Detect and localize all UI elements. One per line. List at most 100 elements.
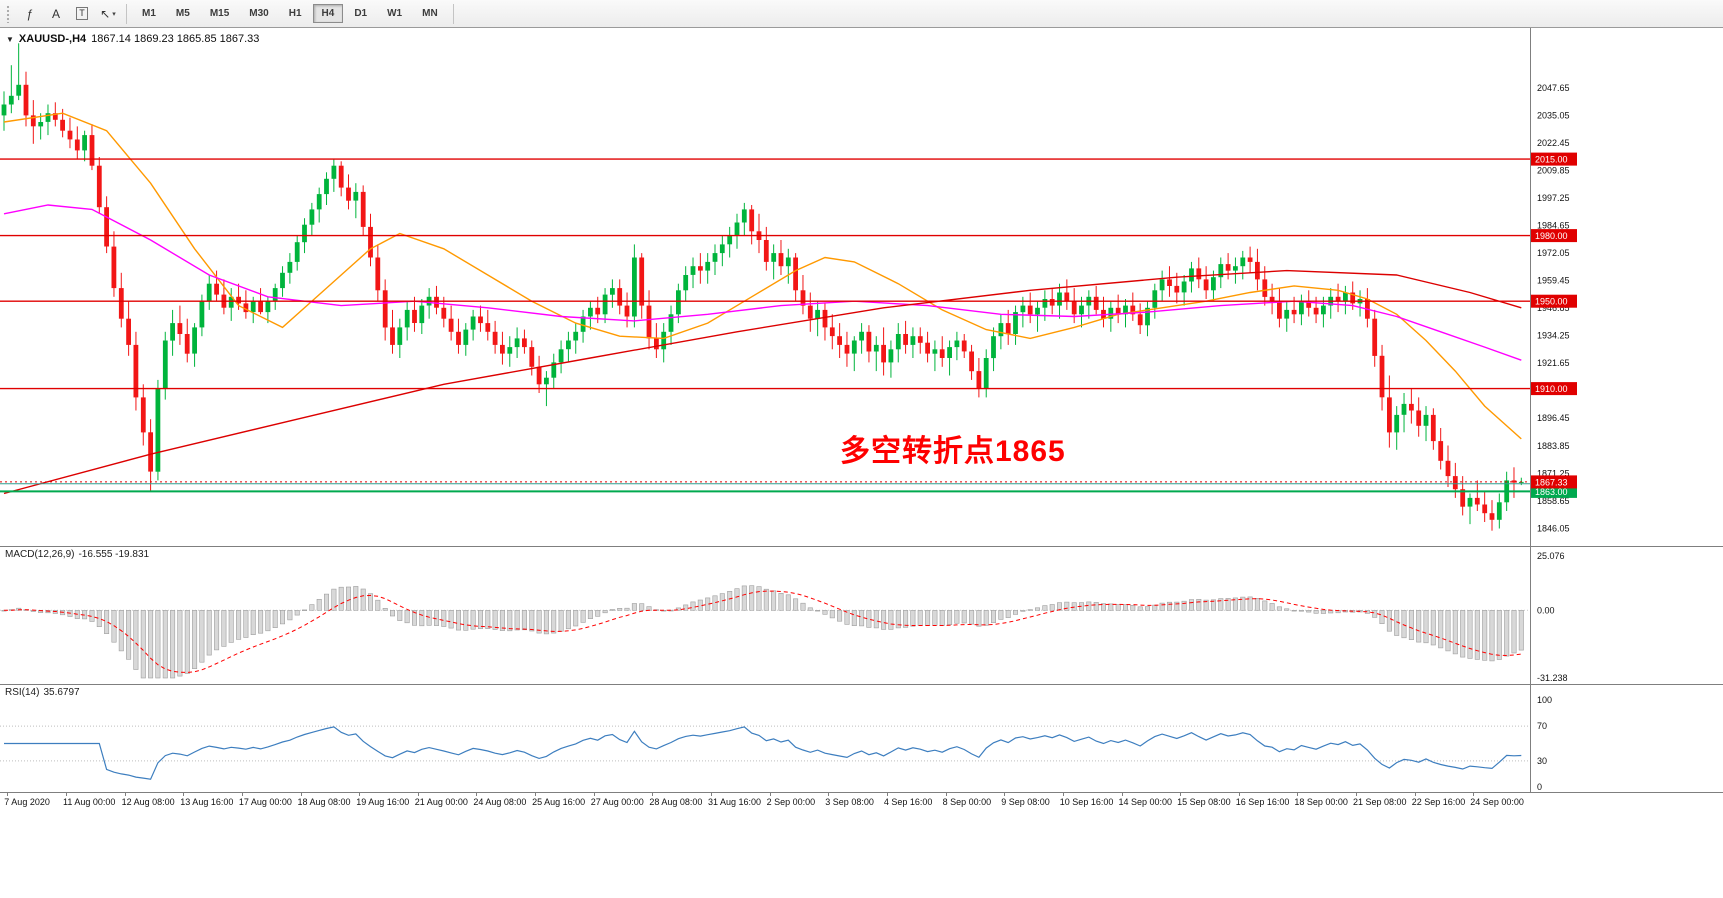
svg-text:1921.65: 1921.65 xyxy=(1537,358,1570,368)
svg-text:100: 100 xyxy=(1537,695,1552,705)
time-axis-tick xyxy=(1062,793,1064,796)
svg-text:1997.25: 1997.25 xyxy=(1537,193,1570,203)
time-axis-tick xyxy=(417,793,419,796)
price-axis: 2047.65 2035.05 2022.45 2009.85 1997.25 1984.… xyxy=(1530,28,1570,546)
timeframe-button-h1[interactable]: H1 xyxy=(288,8,302,19)
svg-text:2047.65: 2047.65 xyxy=(1537,83,1570,93)
time-axis-label: 4 Sep 16:00 xyxy=(883,797,933,807)
ma-slow-red xyxy=(3,269,1522,495)
timeframe-button-d1[interactable]: D1 xyxy=(354,8,368,19)
time-axis-tick xyxy=(1473,793,1475,796)
toolbar-separator xyxy=(126,3,127,24)
time-axis-label: 15 Sep 08:00 xyxy=(1177,797,1231,807)
time-axis-tick xyxy=(1238,793,1240,796)
svg-text:1950.00: 1950.00 xyxy=(1535,297,1568,307)
price-badges: 2015.00 1980.00 1950.00 1910.00 1863.001867.… xyxy=(1531,152,1577,498)
time-axis-label: 11 Aug 00:00 xyxy=(63,797,116,807)
time-axis-tick xyxy=(886,793,888,796)
time-axis-label: 16 Sep 16:00 xyxy=(1235,797,1290,807)
macd-pane[interactable]: 25.076 0.00 -31.238 xyxy=(0,546,1723,684)
timeframe-button-m30[interactable]: M30 xyxy=(249,8,269,19)
time-axis-tick xyxy=(769,793,771,796)
time-axis-tick xyxy=(945,793,947,796)
time-axis-tick xyxy=(476,793,478,796)
time-axis-label: 2 Sep 00:00 xyxy=(766,797,816,807)
price-badge-1867.33 xyxy=(1531,475,1577,489)
ma-mid-magenta xyxy=(3,204,1522,361)
timeframe-button-mn[interactable]: MN xyxy=(422,8,438,19)
time-axis-label: 18 Sep 00:00 xyxy=(1294,797,1348,807)
time-axis-tick xyxy=(66,793,67,796)
time-axis-tick xyxy=(241,793,243,796)
rsi-pane[interactable]: 100 70 30 0 xyxy=(0,684,1723,792)
time-axis-label: 31 Aug 16:00 xyxy=(708,797,762,807)
timeframe-button-m5[interactable]: M5 xyxy=(175,8,190,19)
svg-text:1883.85: 1883.85 xyxy=(1537,441,1570,451)
indicators-icon[interactable]: ƒ xyxy=(26,6,34,21)
candles-layer xyxy=(1,43,1524,531)
time-axis-label: 24 Aug 08:00 xyxy=(473,797,527,807)
svg-text:25.076: 25.076 xyxy=(1537,551,1565,561)
time-axis-label: 9 Sep 08:00 xyxy=(1001,797,1050,807)
svg-text:0.00: 0.00 xyxy=(1537,605,1555,615)
rsi-line xyxy=(4,726,1522,780)
time-axis: 7 Aug 2020 11 Aug 00:00 12 Aug 08:00 13 Aug… xyxy=(0,792,1723,813)
svg-text:1871.25: 1871.25 xyxy=(1537,468,1570,478)
svg-text:2015.00: 2015.00 xyxy=(1535,155,1568,165)
time-axis-label: 25 Aug 16:00 xyxy=(532,797,586,807)
timeframe-button-h4[interactable]: H4 xyxy=(312,4,344,23)
time-axis-tick xyxy=(1414,793,1416,796)
toolbar-grip[interactable] xyxy=(6,4,11,23)
time-axis-label: 12 Aug 08:00 xyxy=(121,797,175,807)
horizontal-level-lines xyxy=(0,158,1530,493)
time-axis-label: 17 Aug 00:00 xyxy=(238,797,292,807)
svg-text:2022.45: 2022.45 xyxy=(1537,138,1570,148)
text-label-icon[interactable]: T xyxy=(70,3,94,25)
toolbar-separator xyxy=(452,3,454,24)
price-badge-1980.00 xyxy=(1531,229,1577,243)
timeframe-button-m15[interactable]: M15 xyxy=(209,8,230,19)
time-axis-label: 27 Aug 00:00 xyxy=(590,797,644,807)
drawing-tools-icon[interactable]: ↖ ▾ xyxy=(100,6,116,21)
time-axis-label: 28 Aug 08:00 xyxy=(649,797,703,807)
time-axis-label: 7 Aug 2020 xyxy=(4,797,50,807)
time-axis-tick xyxy=(711,793,712,796)
time-axis-tick xyxy=(593,793,595,796)
timeframe-button-w1[interactable]: W1 xyxy=(387,8,403,19)
svg-text:1896.45: 1896.45 xyxy=(1537,413,1570,423)
time-axis-tick xyxy=(1004,793,1006,796)
svg-text:1980.00: 1980.00 xyxy=(1535,231,1568,241)
toolbar-icons: ƒ A T ↖ ▾ xyxy=(17,3,121,25)
svg-text:1867.33: 1867.33 xyxy=(1535,477,1568,487)
svg-text:0: 0 xyxy=(1537,782,1542,792)
svg-text:1910.00: 1910.00 xyxy=(1535,384,1568,394)
svg-text:1946.85: 1946.85 xyxy=(1537,303,1570,313)
price-badge-2015.00 xyxy=(1531,152,1577,166)
time-axis-tick xyxy=(1121,793,1123,796)
time-axis-label: 18 Aug 08:00 xyxy=(297,797,351,807)
svg-text:2009.85: 2009.85 xyxy=(1537,165,1570,175)
svg-text:1972.05: 1972.05 xyxy=(1537,248,1570,258)
time-axis-label: 14 Sep 00:00 xyxy=(1118,797,1173,807)
macd-histogram xyxy=(1,585,1524,679)
svg-text:2035.05: 2035.05 xyxy=(1537,110,1570,120)
time-axis-tick xyxy=(1356,793,1357,796)
timeframe-buttons: M1 M5 M15 M30 H1 H4 D1 W1 MN xyxy=(132,4,448,23)
time-axis-label: 24 Sep 00:00 xyxy=(1470,797,1524,807)
svg-text:30: 30 xyxy=(1537,756,1547,766)
chart-window: 2047.65 2035.05 2022.45 2009.85 1997.25 1984.… xyxy=(0,28,1723,898)
time-axis-label: 3 Sep 08:00 xyxy=(825,797,874,807)
time-axis-tick xyxy=(828,793,830,796)
time-axis-tick xyxy=(535,793,537,796)
svg-text:1959.45: 1959.45 xyxy=(1537,276,1570,286)
price-pane[interactable]: 2047.65 2035.05 2022.45 2009.85 1997.25 1984.… xyxy=(0,28,1723,546)
time-axis-tick xyxy=(7,793,9,796)
time-axis-label: 10 Sep 16:00 xyxy=(1059,797,1114,807)
price-badge-1910.00 xyxy=(1531,382,1577,396)
svg-text:1863.00: 1863.00 xyxy=(1535,487,1568,497)
timeframe-button-m1[interactable]: M1 xyxy=(142,8,156,19)
svg-text:1984.65: 1984.65 xyxy=(1537,221,1570,231)
moving-average-lines xyxy=(3,112,1522,495)
text-annotation-icon[interactable]: A xyxy=(51,6,60,21)
